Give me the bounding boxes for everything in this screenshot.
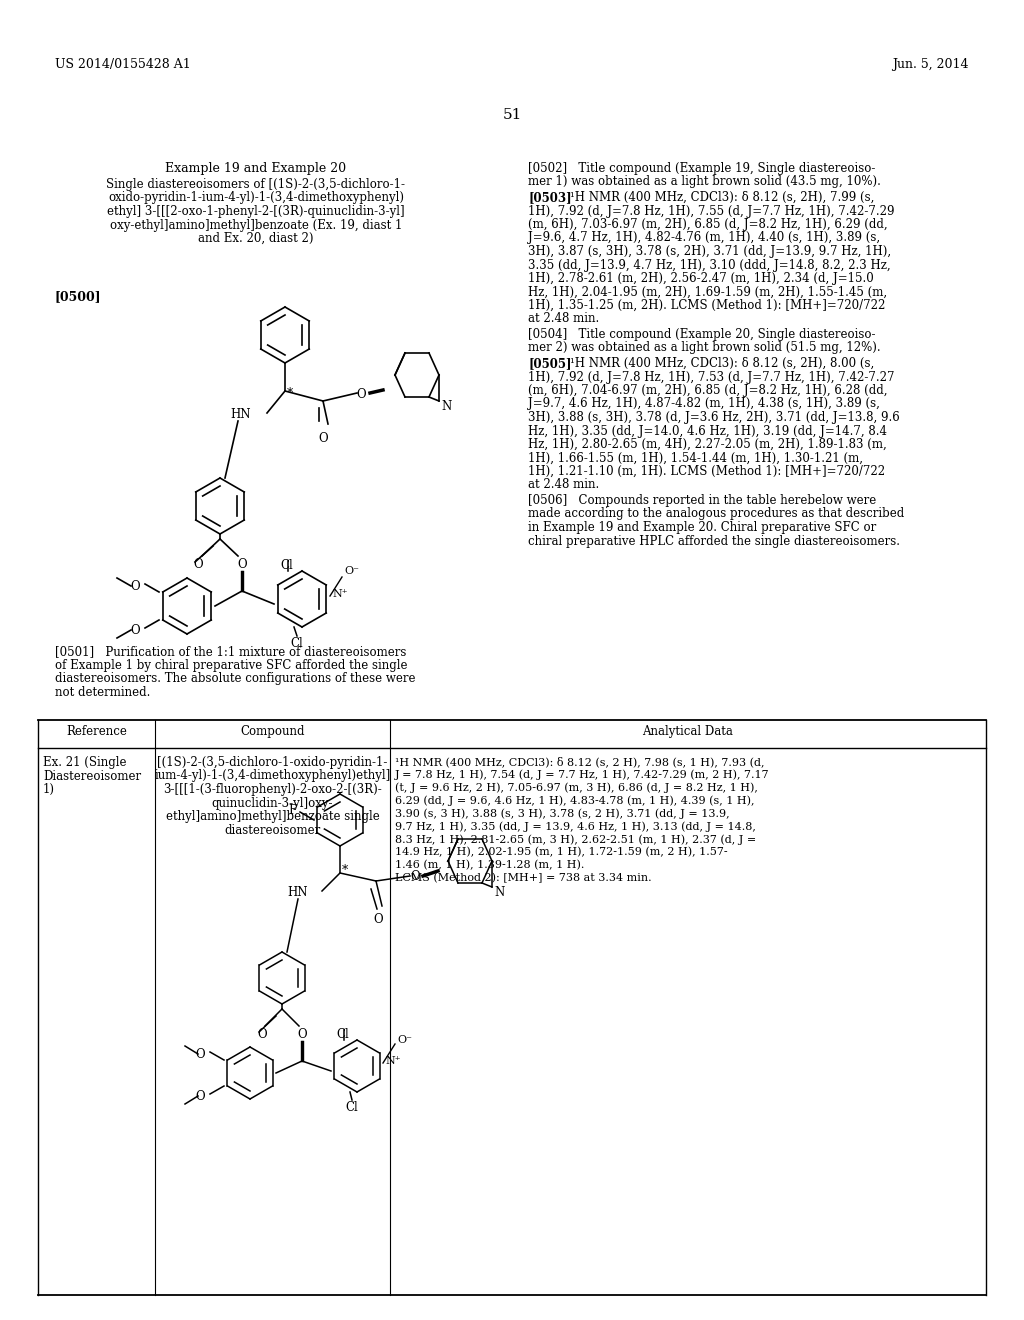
Text: (m, 6H), 7.04-6.97 (m, 2H), 6.85 (d, J=8.2 Hz, 1H), 6.28 (dd,: (m, 6H), 7.04-6.97 (m, 2H), 6.85 (d, J=8… (528, 384, 888, 397)
Text: N⁺: N⁺ (332, 589, 347, 599)
Text: 6.29 (dd, J = 9.6, 4.6 Hz, 1 H), 4.83-4.78 (m, 1 H), 4.39 (s, 1 H),: 6.29 (dd, J = 9.6, 4.6 Hz, 1 H), 4.83-4.… (395, 795, 755, 805)
Text: [0506]   Compounds reported in the table herebelow were: [0506] Compounds reported in the table h… (528, 494, 877, 507)
Text: oxy-ethyl]amino]methyl]benzoate (Ex. 19, diast 1: oxy-ethyl]amino]methyl]benzoate (Ex. 19,… (110, 219, 402, 231)
Text: O: O (238, 558, 247, 572)
Text: 1H), 1.66-1.55 (m, 1H), 1.54-1.44 (m, 1H), 1.30-1.21 (m,: 1H), 1.66-1.55 (m, 1H), 1.54-1.44 (m, 1H… (528, 451, 863, 465)
Text: O: O (130, 623, 140, 636)
Text: Cl: Cl (281, 558, 293, 572)
Text: [0502]   Title compound (Example 19, Single diastereoiso-: [0502] Title compound (Example 19, Singl… (528, 162, 876, 176)
Text: Cl: Cl (291, 638, 303, 649)
Text: *: * (342, 865, 348, 878)
Text: ¹H NMR (400 MHz, CDCl3): δ 8.12 (s, 2H), 7.99 (s,: ¹H NMR (400 MHz, CDCl3): δ 8.12 (s, 2H),… (570, 191, 874, 205)
Text: O: O (297, 1028, 307, 1041)
Text: Analytical Data: Analytical Data (643, 725, 733, 738)
Text: O: O (373, 913, 383, 927)
Text: of Example 1 by chiral preparative SFC afforded the single: of Example 1 by chiral preparative SFC a… (55, 659, 408, 672)
Text: O: O (194, 558, 203, 572)
Text: F: F (288, 804, 296, 817)
Text: HN: HN (230, 408, 251, 421)
Text: mer 2) was obtained as a light brown solid (51.5 mg, 12%).: mer 2) was obtained as a light brown sol… (528, 342, 881, 355)
Text: HN: HN (288, 886, 308, 899)
Text: (m, 6H), 7.03-6.97 (m, 2H), 6.85 (d, J=8.2 Hz, 1H), 6.29 (dd,: (m, 6H), 7.03-6.97 (m, 2H), 6.85 (d, J=8… (528, 218, 888, 231)
Text: Hz, 1H), 2.04-1.95 (m, 2H), 1.69-1.59 (m, 2H), 1.55-1.45 (m,: Hz, 1H), 2.04-1.95 (m, 2H), 1.69-1.59 (m… (528, 285, 887, 298)
Text: [0500]: [0500] (55, 290, 101, 304)
Text: Jun. 5, 2014: Jun. 5, 2014 (893, 58, 969, 71)
Text: Compound: Compound (241, 725, 305, 738)
Text: J=9.7, 4.6 Hz, 1H), 4.87-4.82 (m, 1H), 4.38 (s, 1H), 3.89 (s,: J=9.7, 4.6 Hz, 1H), 4.87-4.82 (m, 1H), 4… (528, 397, 880, 411)
Text: O: O (257, 1028, 267, 1041)
Text: N⁺: N⁺ (385, 1056, 400, 1067)
Text: O: O (356, 388, 366, 400)
Text: 1): 1) (43, 783, 55, 796)
Text: Diastereoisomer: Diastereoisomer (43, 770, 141, 783)
Text: in Example 19 and Example 20. Chiral preparative SFC or: in Example 19 and Example 20. Chiral pre… (528, 521, 877, 535)
Text: ¹H NMR (400 MHz, CDCl3): δ 8.12 (s, 2H), 8.00 (s,: ¹H NMR (400 MHz, CDCl3): δ 8.12 (s, 2H),… (570, 356, 874, 370)
Text: O: O (196, 1048, 205, 1060)
Text: 51: 51 (503, 108, 521, 121)
Text: N: N (494, 886, 504, 899)
Text: O: O (318, 432, 328, 445)
Text: Single diastereoisomers of [(1S)-2-(3,5-dichloro-1-: Single diastereoisomers of [(1S)-2-(3,5-… (106, 178, 406, 191)
Text: 1H), 7.92 (d, J=7.8 Hz, 1H), 7.53 (d, J=7.7 Hz, 1H), 7.42-7.27: 1H), 7.92 (d, J=7.8 Hz, 1H), 7.53 (d, J=… (528, 371, 895, 384)
Text: 1H), 7.92 (d, J=7.8 Hz, 1H), 7.55 (d, J=7.7 Hz, 1H), 7.42-7.29: 1H), 7.92 (d, J=7.8 Hz, 1H), 7.55 (d, J=… (528, 205, 895, 218)
Text: N: N (441, 400, 452, 413)
Text: Cl: Cl (346, 1101, 358, 1114)
Text: 3.90 (s, 3 H), 3.88 (s, 3 H), 3.78 (s, 2 H), 3.71 (dd, J = 13.9,: 3.90 (s, 3 H), 3.88 (s, 3 H), 3.78 (s, 2… (395, 808, 730, 818)
Text: Example 19 and Example 20: Example 19 and Example 20 (166, 162, 346, 176)
Text: O⁻: O⁻ (344, 566, 359, 576)
Text: O: O (196, 1089, 205, 1102)
Text: [0501]   Purification of the 1:1 mixture of diastereoisomers: [0501] Purification of the 1:1 mixture o… (55, 645, 407, 657)
Text: ethyl] 3-[[[2-oxo-1-phenyl-2-[(3R)-quinuclidin-3-yl]: ethyl] 3-[[[2-oxo-1-phenyl-2-[(3R)-quinu… (108, 205, 404, 218)
Text: Cl: Cl (337, 1028, 349, 1041)
Text: 1H), 1.21-1.10 (m, 1H). LCMS (Method 1): [MH+]=720/722: 1H), 1.21-1.10 (m, 1H). LCMS (Method 1):… (528, 465, 885, 478)
Text: *: * (287, 387, 293, 400)
Text: 3H), 3.87 (s, 3H), 3.78 (s, 2H), 3.71 (dd, J=13.9, 9.7 Hz, 1H),: 3H), 3.87 (s, 3H), 3.78 (s, 2H), 3.71 (d… (528, 246, 891, 257)
Text: [0503]: [0503] (528, 191, 571, 205)
Text: [0504]   Title compound (Example 20, Single diastereoiso-: [0504] Title compound (Example 20, Singl… (528, 327, 876, 341)
Text: Reference: Reference (67, 725, 127, 738)
Text: 9.7 Hz, 1 H), 3.35 (dd, J = 13.9, 4.6 Hz, 1 H), 3.13 (dd, J = 14.8,: 9.7 Hz, 1 H), 3.35 (dd, J = 13.9, 4.6 Hz… (395, 821, 756, 832)
Text: ium-4-yl)-1-(3,4-dimethoxyphenyl)ethyl]: ium-4-yl)-1-(3,4-dimethoxyphenyl)ethyl] (155, 770, 390, 783)
Text: (t, J = 9.6 Hz, 2 H), 7.05-6.97 (m, 3 H), 6.86 (d, J = 8.2 Hz, 1 H),: (t, J = 9.6 Hz, 2 H), 7.05-6.97 (m, 3 H)… (395, 781, 758, 792)
Text: US 2014/0155428 A1: US 2014/0155428 A1 (55, 58, 190, 71)
Text: J=9.6, 4.7 Hz, 1H), 4.82-4.76 (m, 1H), 4.40 (s, 1H), 3.89 (s,: J=9.6, 4.7 Hz, 1H), 4.82-4.76 (m, 1H), 4… (528, 231, 880, 244)
Text: at 2.48 min.: at 2.48 min. (528, 313, 599, 326)
Text: O⁻: O⁻ (397, 1035, 412, 1045)
Text: 1H), 1.35-1.25 (m, 2H). LCMS (Method 1): [MH+]=720/722: 1H), 1.35-1.25 (m, 2H). LCMS (Method 1):… (528, 300, 886, 312)
Text: quinuclidin-3-yl]oxy-: quinuclidin-3-yl]oxy- (212, 796, 333, 809)
Text: mer 1) was obtained as a light brown solid (43.5 mg, 10%).: mer 1) was obtained as a light brown sol… (528, 176, 881, 189)
Text: [0505]: [0505] (528, 356, 571, 370)
Text: O: O (411, 870, 420, 883)
Text: [(1S)-2-(3,5-dichloro-1-oxido-pyridin-1-: [(1S)-2-(3,5-dichloro-1-oxido-pyridin-1- (158, 756, 388, 770)
Text: made according to the analogous procedures as that described: made according to the analogous procedur… (528, 507, 904, 520)
Text: 8.3 Hz, 1 H), 2.81-2.65 (m, 3 H), 2.62-2.51 (m, 1 H), 2.37 (d, J =: 8.3 Hz, 1 H), 2.81-2.65 (m, 3 H), 2.62-2… (395, 834, 757, 845)
Text: Ex. 21 (Single: Ex. 21 (Single (43, 756, 127, 770)
Text: 3H), 3.88 (s, 3H), 3.78 (d, J=3.6 Hz, 2H), 3.71 (dd, J=13.8, 9.6: 3H), 3.88 (s, 3H), 3.78 (d, J=3.6 Hz, 2H… (528, 411, 900, 424)
Text: LCMS (Method 2): [MH+] = 738 at 3.34 min.: LCMS (Method 2): [MH+] = 738 at 3.34 min… (395, 873, 651, 883)
Text: not determined.: not determined. (55, 685, 151, 698)
Text: ¹H NMR (400 MHz, CDCl3): δ 8.12 (s, 2 H), 7.98 (s, 1 H), 7.93 (d,: ¹H NMR (400 MHz, CDCl3): δ 8.12 (s, 2 H)… (395, 756, 765, 767)
Text: oxido-pyridin-1-ium-4-yl)-1-(3,4-dimethoxyphenyl): oxido-pyridin-1-ium-4-yl)-1-(3,4-dimetho… (108, 191, 404, 205)
Text: 1H), 2.78-2.61 (m, 2H), 2.56-2.47 (m, 1H), 2.34 (d, J=15.0: 1H), 2.78-2.61 (m, 2H), 2.56-2.47 (m, 1H… (528, 272, 873, 285)
Text: Hz, 1H), 2.80-2.65 (m, 4H), 2.27-2.05 (m, 2H), 1.89-1.83 (m,: Hz, 1H), 2.80-2.65 (m, 4H), 2.27-2.05 (m… (528, 438, 887, 451)
Text: J = 7.8 Hz, 1 H), 7.54 (d, J = 7.7 Hz, 1 H), 7.42-7.29 (m, 2 H), 7.17: J = 7.8 Hz, 1 H), 7.54 (d, J = 7.7 Hz, 1… (395, 770, 770, 780)
Text: Hz, 1H), 3.35 (dd, J=14.0, 4.6 Hz, 1H), 3.19 (dd, J=14.7, 8.4: Hz, 1H), 3.35 (dd, J=14.0, 4.6 Hz, 1H), … (528, 425, 887, 437)
Text: O: O (130, 579, 140, 593)
Text: 1.46 (m, 1 H), 1.39-1.28 (m, 1 H).: 1.46 (m, 1 H), 1.39-1.28 (m, 1 H). (395, 861, 585, 870)
Text: diastereoisomers. The absolute configurations of these were: diastereoisomers. The absolute configura… (55, 672, 416, 685)
Text: 3-[[[1-(3-fluorophenyl)-2-oxo-2-[(3R)-: 3-[[[1-(3-fluorophenyl)-2-oxo-2-[(3R)- (163, 783, 382, 796)
Text: ethyl]amino]methyl]benzoate single: ethyl]amino]methyl]benzoate single (166, 810, 379, 822)
Text: diastereoisomer: diastereoisomer (224, 824, 321, 837)
Text: at 2.48 min.: at 2.48 min. (528, 479, 599, 491)
Text: chiral preparative HPLC afforded the single diastereoisomers.: chiral preparative HPLC afforded the sin… (528, 535, 900, 548)
Text: 14.9 Hz, 1 H), 2.02-1.95 (m, 1 H), 1.72-1.59 (m, 2 H), 1.57-: 14.9 Hz, 1 H), 2.02-1.95 (m, 1 H), 1.72-… (395, 847, 728, 858)
Text: 3.35 (dd, J=13.9, 4.7 Hz, 1H), 3.10 (ddd, J=14.8, 8.2, 2.3 Hz,: 3.35 (dd, J=13.9, 4.7 Hz, 1H), 3.10 (ddd… (528, 259, 891, 272)
Text: and Ex. 20, diast 2): and Ex. 20, diast 2) (199, 232, 313, 246)
